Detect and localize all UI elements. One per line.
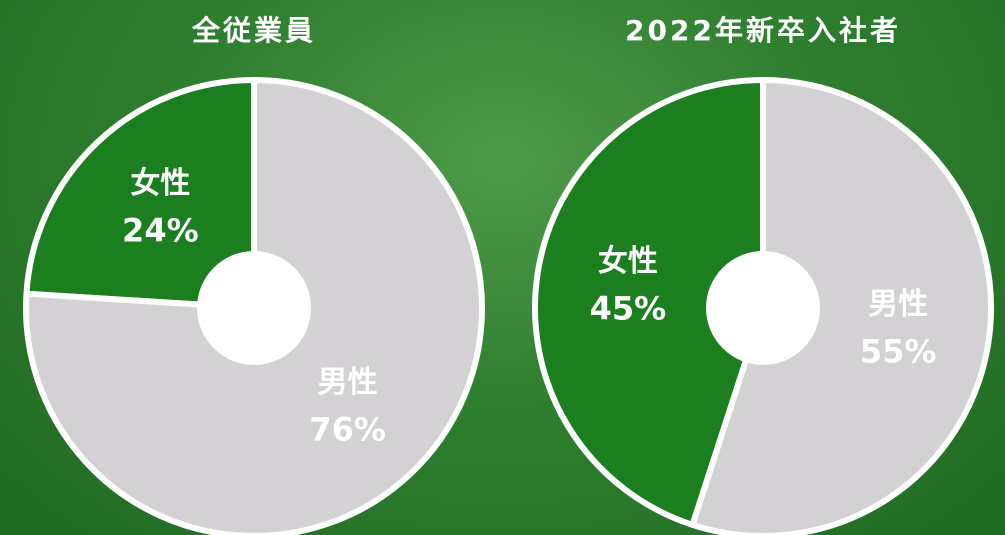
pie-slice bbox=[689, 77, 994, 535]
pie-slice bbox=[532, 77, 766, 528]
pie-hole bbox=[706, 251, 820, 365]
slice-value-label: 45% bbox=[590, 290, 667, 328]
slice-value-label: 76% bbox=[309, 411, 386, 449]
pie-slice bbox=[23, 77, 485, 535]
slice-category: 男性 bbox=[868, 287, 928, 322]
pie-hole bbox=[197, 251, 311, 365]
chart-title: 2022年新卒入社者 bbox=[625, 14, 901, 47]
slice-category: 女性 bbox=[598, 244, 658, 279]
chart-title: 全従業員 bbox=[191, 14, 316, 47]
slice-value-label: 24% bbox=[122, 211, 199, 249]
slice-category: 女性 bbox=[130, 166, 190, 201]
pie-slice bbox=[23, 77, 257, 311]
slice-value-label: 55% bbox=[860, 332, 937, 370]
slice-category: 男性 bbox=[318, 365, 378, 400]
